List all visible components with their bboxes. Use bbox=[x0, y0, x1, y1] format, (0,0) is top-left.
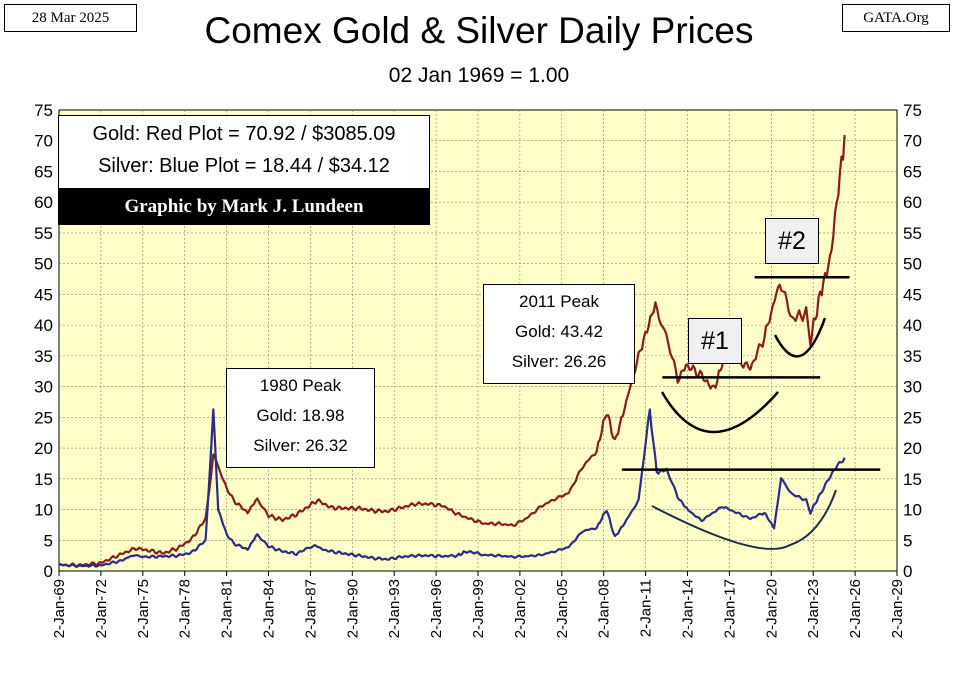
x-tick-label: 2-Jan-99 bbox=[470, 579, 487, 638]
y-tick-label-right: 5 bbox=[903, 531, 912, 550]
x-tick-label: 2-Jan-17 bbox=[721, 579, 738, 638]
peak-2011-title: 2011 Peak bbox=[518, 292, 600, 311]
x-tick-label: 2-Jan-87 bbox=[302, 579, 319, 638]
y-tick-label-left: 10 bbox=[34, 501, 53, 520]
legend-gold: Gold: Red Plot = 70.92 / $3085.09 bbox=[92, 123, 396, 145]
y-tick-label-left: 40 bbox=[34, 316, 53, 335]
y-tick-label-left: 75 bbox=[34, 101, 53, 120]
y-tick-label-right: 10 bbox=[903, 501, 922, 520]
peak-2011-silver: Silver: 26.26 bbox=[511, 352, 607, 371]
legend-silver: Silver: Blue Plot = 18.44 / $34.12 bbox=[98, 155, 390, 177]
series-layer bbox=[58, 135, 846, 568]
date-stamp: 28 Mar 2025 bbox=[4, 4, 137, 32]
x-tick-label: 2-Jan-81 bbox=[219, 579, 236, 638]
y-tick-label-left: 30 bbox=[34, 378, 53, 397]
y-tick-label-left: 0 bbox=[44, 562, 53, 581]
source-stamp: GATA.Org bbox=[842, 4, 950, 32]
y-tick-label-right: 0 bbox=[903, 562, 912, 581]
y-tick-label-right: 45 bbox=[903, 285, 922, 304]
x-tick-label: 2-Jan-29 bbox=[889, 579, 906, 638]
y-tick-label-right: 30 bbox=[903, 378, 922, 397]
x-tick-label: 2-Jan-90 bbox=[344, 579, 361, 638]
x-tick-label: 2-Jan-84 bbox=[261, 579, 278, 638]
y-tick-label-left: 65 bbox=[34, 162, 53, 181]
x-tick-label: 2-Jan-02 bbox=[512, 579, 529, 638]
y-tick-label-right: 55 bbox=[903, 224, 922, 243]
cup-curve-1 bbox=[660, 391, 779, 434]
x-tick-label: 2-Jan-08 bbox=[596, 579, 613, 638]
x-tick-label: 2-Jan-14 bbox=[680, 579, 697, 638]
x-tick-label: 2-Jan-93 bbox=[386, 579, 403, 638]
series-line-gold bbox=[58, 135, 846, 568]
y-tick-label-right: 50 bbox=[903, 255, 922, 274]
y-tick-label-left: 5 bbox=[44, 531, 53, 550]
x-tick-label: 2-Jan-20 bbox=[763, 579, 780, 638]
y-tick-label-left: 70 bbox=[34, 132, 53, 151]
y-tick-label-right: 20 bbox=[903, 439, 922, 458]
x-axis-ticks: 2-Jan-69 2-Jan-72 2-Jan-75 2-Jan-78 2-Jan-81… bbox=[51, 571, 906, 638]
y-tick-label-right: 25 bbox=[903, 408, 922, 427]
y-tick-label-right: 15 bbox=[903, 470, 922, 489]
y-tick-label-right: 65 bbox=[903, 162, 922, 181]
y-tick-label-right: 35 bbox=[903, 347, 922, 366]
pattern-label-2: #2 bbox=[765, 218, 819, 264]
legend-box: Gold: Red Plot = 70.92 / $3085.09 Silver… bbox=[58, 115, 430, 189]
y-tick-label-left: 55 bbox=[34, 224, 53, 243]
x-tick-label: 2-Jan-05 bbox=[554, 579, 571, 638]
pattern-label-1: #1 bbox=[688, 318, 742, 364]
peak-1980-silver: Silver: 26.32 bbox=[253, 436, 348, 455]
y-tick-label-left: 15 bbox=[34, 470, 53, 489]
silver-base-curve bbox=[651, 489, 837, 550]
x-tick-label: 2-Jan-75 bbox=[135, 579, 152, 638]
x-tick-label: 2-Jan-78 bbox=[177, 579, 194, 638]
y-tick-label-left: 60 bbox=[34, 193, 53, 212]
series-line-silver bbox=[59, 408, 846, 568]
credit-banner: Graphic by Mark J. Lundeen bbox=[58, 188, 430, 225]
x-tick-label: 2-Jan-26 bbox=[847, 579, 864, 638]
y-tick-label-left: 25 bbox=[34, 408, 53, 427]
x-tick-label: 2-Jan-23 bbox=[805, 579, 822, 638]
chart-title: Comex Gold & Silver Daily Prices bbox=[204, 10, 754, 51]
y-tick-label-left: 35 bbox=[34, 347, 53, 366]
x-tick-label: 2-Jan-11 bbox=[638, 579, 655, 637]
cup-curve-2 bbox=[773, 317, 827, 358]
y-tick-label-left: 45 bbox=[34, 285, 53, 304]
chart-subtitle: 02 Jan 1969 = 1.00 bbox=[388, 64, 570, 87]
y-tick-label-right: 40 bbox=[903, 316, 922, 335]
peak-1980-gold: Gold: 18.98 bbox=[256, 406, 345, 425]
peak-2011-box: 2011 Peak Gold: 43.42 Silver: 26.26 bbox=[483, 284, 635, 384]
x-tick-label: 2-Jan-72 bbox=[93, 579, 110, 638]
peak-1980-box: 1980 Peak Gold: 18.98 Silver: 26.32 bbox=[226, 368, 375, 468]
y-tick-label-right: 75 bbox=[903, 101, 922, 120]
x-tick-label: 2-Jan-96 bbox=[428, 579, 445, 638]
annotation-layer bbox=[621, 275, 881, 550]
peak-2011-gold: Gold: 43.42 bbox=[515, 322, 603, 341]
y-tick-label-left: 20 bbox=[34, 439, 53, 458]
y-tick-label-right: 60 bbox=[903, 193, 922, 212]
y-tick-label-left: 50 bbox=[34, 255, 53, 274]
y-tick-label-right: 70 bbox=[903, 132, 922, 151]
peak-1980-title: 1980 Peak bbox=[259, 376, 342, 395]
x-tick-label: 2-Jan-69 bbox=[51, 579, 68, 638]
